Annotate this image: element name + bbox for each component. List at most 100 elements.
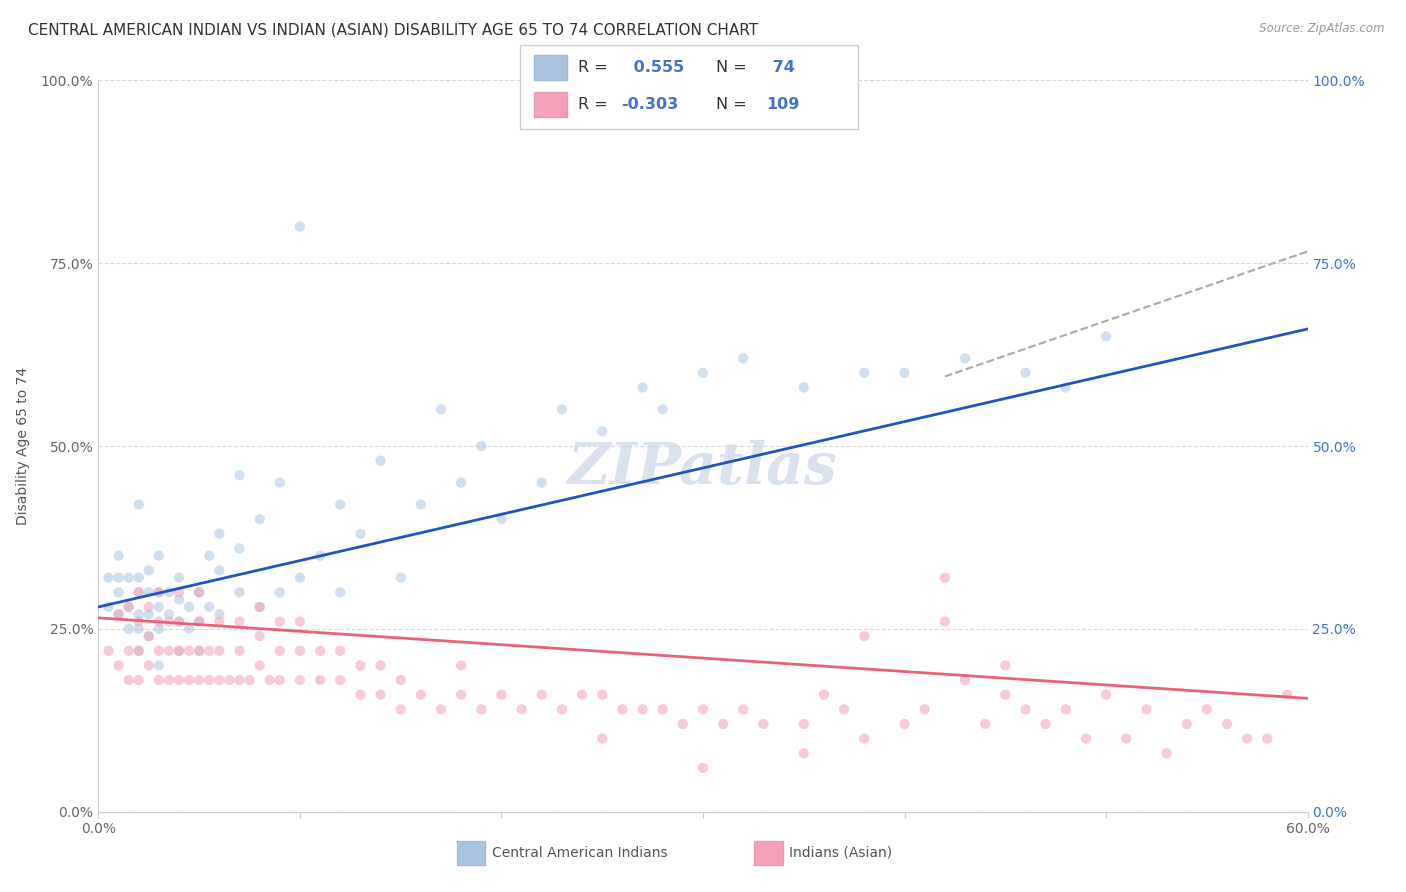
Point bbox=[994, 658, 1017, 673]
Point bbox=[470, 439, 492, 453]
Point bbox=[128, 615, 150, 629]
Point bbox=[228, 644, 250, 658]
Point bbox=[288, 571, 311, 585]
Point bbox=[148, 658, 170, 673]
Point bbox=[269, 644, 291, 658]
Point bbox=[370, 658, 392, 673]
Text: N =: N = bbox=[716, 60, 752, 75]
Point bbox=[1156, 746, 1178, 760]
Point bbox=[1277, 688, 1299, 702]
Point bbox=[107, 607, 129, 622]
Point bbox=[138, 585, 160, 599]
Point bbox=[157, 644, 180, 658]
Point bbox=[228, 468, 250, 483]
Point bbox=[733, 702, 755, 716]
Point bbox=[198, 549, 221, 563]
Point bbox=[953, 673, 976, 687]
Point bbox=[1054, 702, 1077, 716]
Text: CENTRAL AMERICAN INDIAN VS INDIAN (ASIAN) DISABILITY AGE 65 TO 74 CORRELATION CH: CENTRAL AMERICAN INDIAN VS INDIAN (ASIAN… bbox=[28, 22, 758, 37]
Point bbox=[198, 644, 221, 658]
Point bbox=[138, 607, 160, 622]
Point bbox=[128, 498, 150, 512]
Point bbox=[228, 615, 250, 629]
Point bbox=[1095, 329, 1118, 343]
Point bbox=[138, 599, 160, 614]
Point bbox=[651, 702, 673, 716]
Point bbox=[1014, 366, 1036, 380]
Point bbox=[97, 571, 120, 585]
Point bbox=[249, 599, 271, 614]
Point bbox=[450, 658, 472, 673]
Point bbox=[389, 702, 412, 716]
Point bbox=[1054, 380, 1077, 394]
Text: R =: R = bbox=[578, 97, 613, 112]
Bar bbox=[534, 92, 568, 118]
Point bbox=[259, 673, 281, 687]
Point bbox=[1256, 731, 1278, 746]
Point bbox=[631, 702, 654, 716]
Point bbox=[672, 717, 695, 731]
Point bbox=[309, 644, 332, 658]
Point bbox=[148, 622, 170, 636]
Text: N =: N = bbox=[716, 97, 752, 112]
Point bbox=[752, 717, 775, 731]
Point bbox=[128, 571, 150, 585]
Point bbox=[167, 615, 190, 629]
Point bbox=[107, 607, 129, 622]
Point bbox=[793, 746, 815, 760]
Point bbox=[179, 673, 201, 687]
Point bbox=[148, 549, 170, 563]
Point bbox=[893, 366, 915, 380]
Point bbox=[309, 549, 332, 563]
Point bbox=[188, 673, 211, 687]
Text: 0.555: 0.555 bbox=[628, 60, 685, 75]
Point bbox=[118, 644, 141, 658]
Point bbox=[389, 571, 412, 585]
Point bbox=[409, 498, 432, 512]
Point bbox=[167, 644, 190, 658]
Point bbox=[853, 629, 876, 643]
Point bbox=[450, 688, 472, 702]
Point bbox=[148, 615, 170, 629]
Point bbox=[551, 702, 574, 716]
Point bbox=[1035, 717, 1057, 731]
Point bbox=[349, 688, 371, 702]
Point bbox=[1236, 731, 1258, 746]
Point bbox=[148, 644, 170, 658]
Point bbox=[530, 688, 553, 702]
Point bbox=[370, 453, 392, 467]
Point bbox=[491, 688, 513, 702]
Point bbox=[269, 615, 291, 629]
Point bbox=[148, 585, 170, 599]
Point bbox=[228, 541, 250, 556]
Point bbox=[349, 658, 371, 673]
Point bbox=[128, 607, 150, 622]
Point bbox=[329, 644, 352, 658]
Text: Source: ZipAtlas.com: Source: ZipAtlas.com bbox=[1260, 22, 1385, 36]
Point bbox=[853, 366, 876, 380]
Point bbox=[651, 402, 673, 417]
Point bbox=[953, 351, 976, 366]
Point bbox=[430, 702, 453, 716]
Text: Indians (Asian): Indians (Asian) bbox=[789, 846, 893, 860]
Point bbox=[269, 585, 291, 599]
Text: 74: 74 bbox=[766, 60, 794, 75]
Point bbox=[167, 571, 190, 585]
Point bbox=[793, 380, 815, 394]
Point bbox=[208, 563, 231, 577]
Point bbox=[188, 644, 211, 658]
Point bbox=[491, 512, 513, 526]
Point bbox=[994, 688, 1017, 702]
Bar bbox=[457, 841, 485, 864]
Point bbox=[249, 512, 271, 526]
Point bbox=[138, 563, 160, 577]
Point bbox=[370, 688, 392, 702]
Point bbox=[329, 673, 352, 687]
Point bbox=[711, 717, 734, 731]
FancyBboxPatch shape bbox=[520, 45, 858, 129]
Point bbox=[97, 599, 120, 614]
Point bbox=[1175, 717, 1198, 731]
Point bbox=[218, 673, 240, 687]
Text: R =: R = bbox=[578, 60, 613, 75]
Point bbox=[269, 475, 291, 490]
